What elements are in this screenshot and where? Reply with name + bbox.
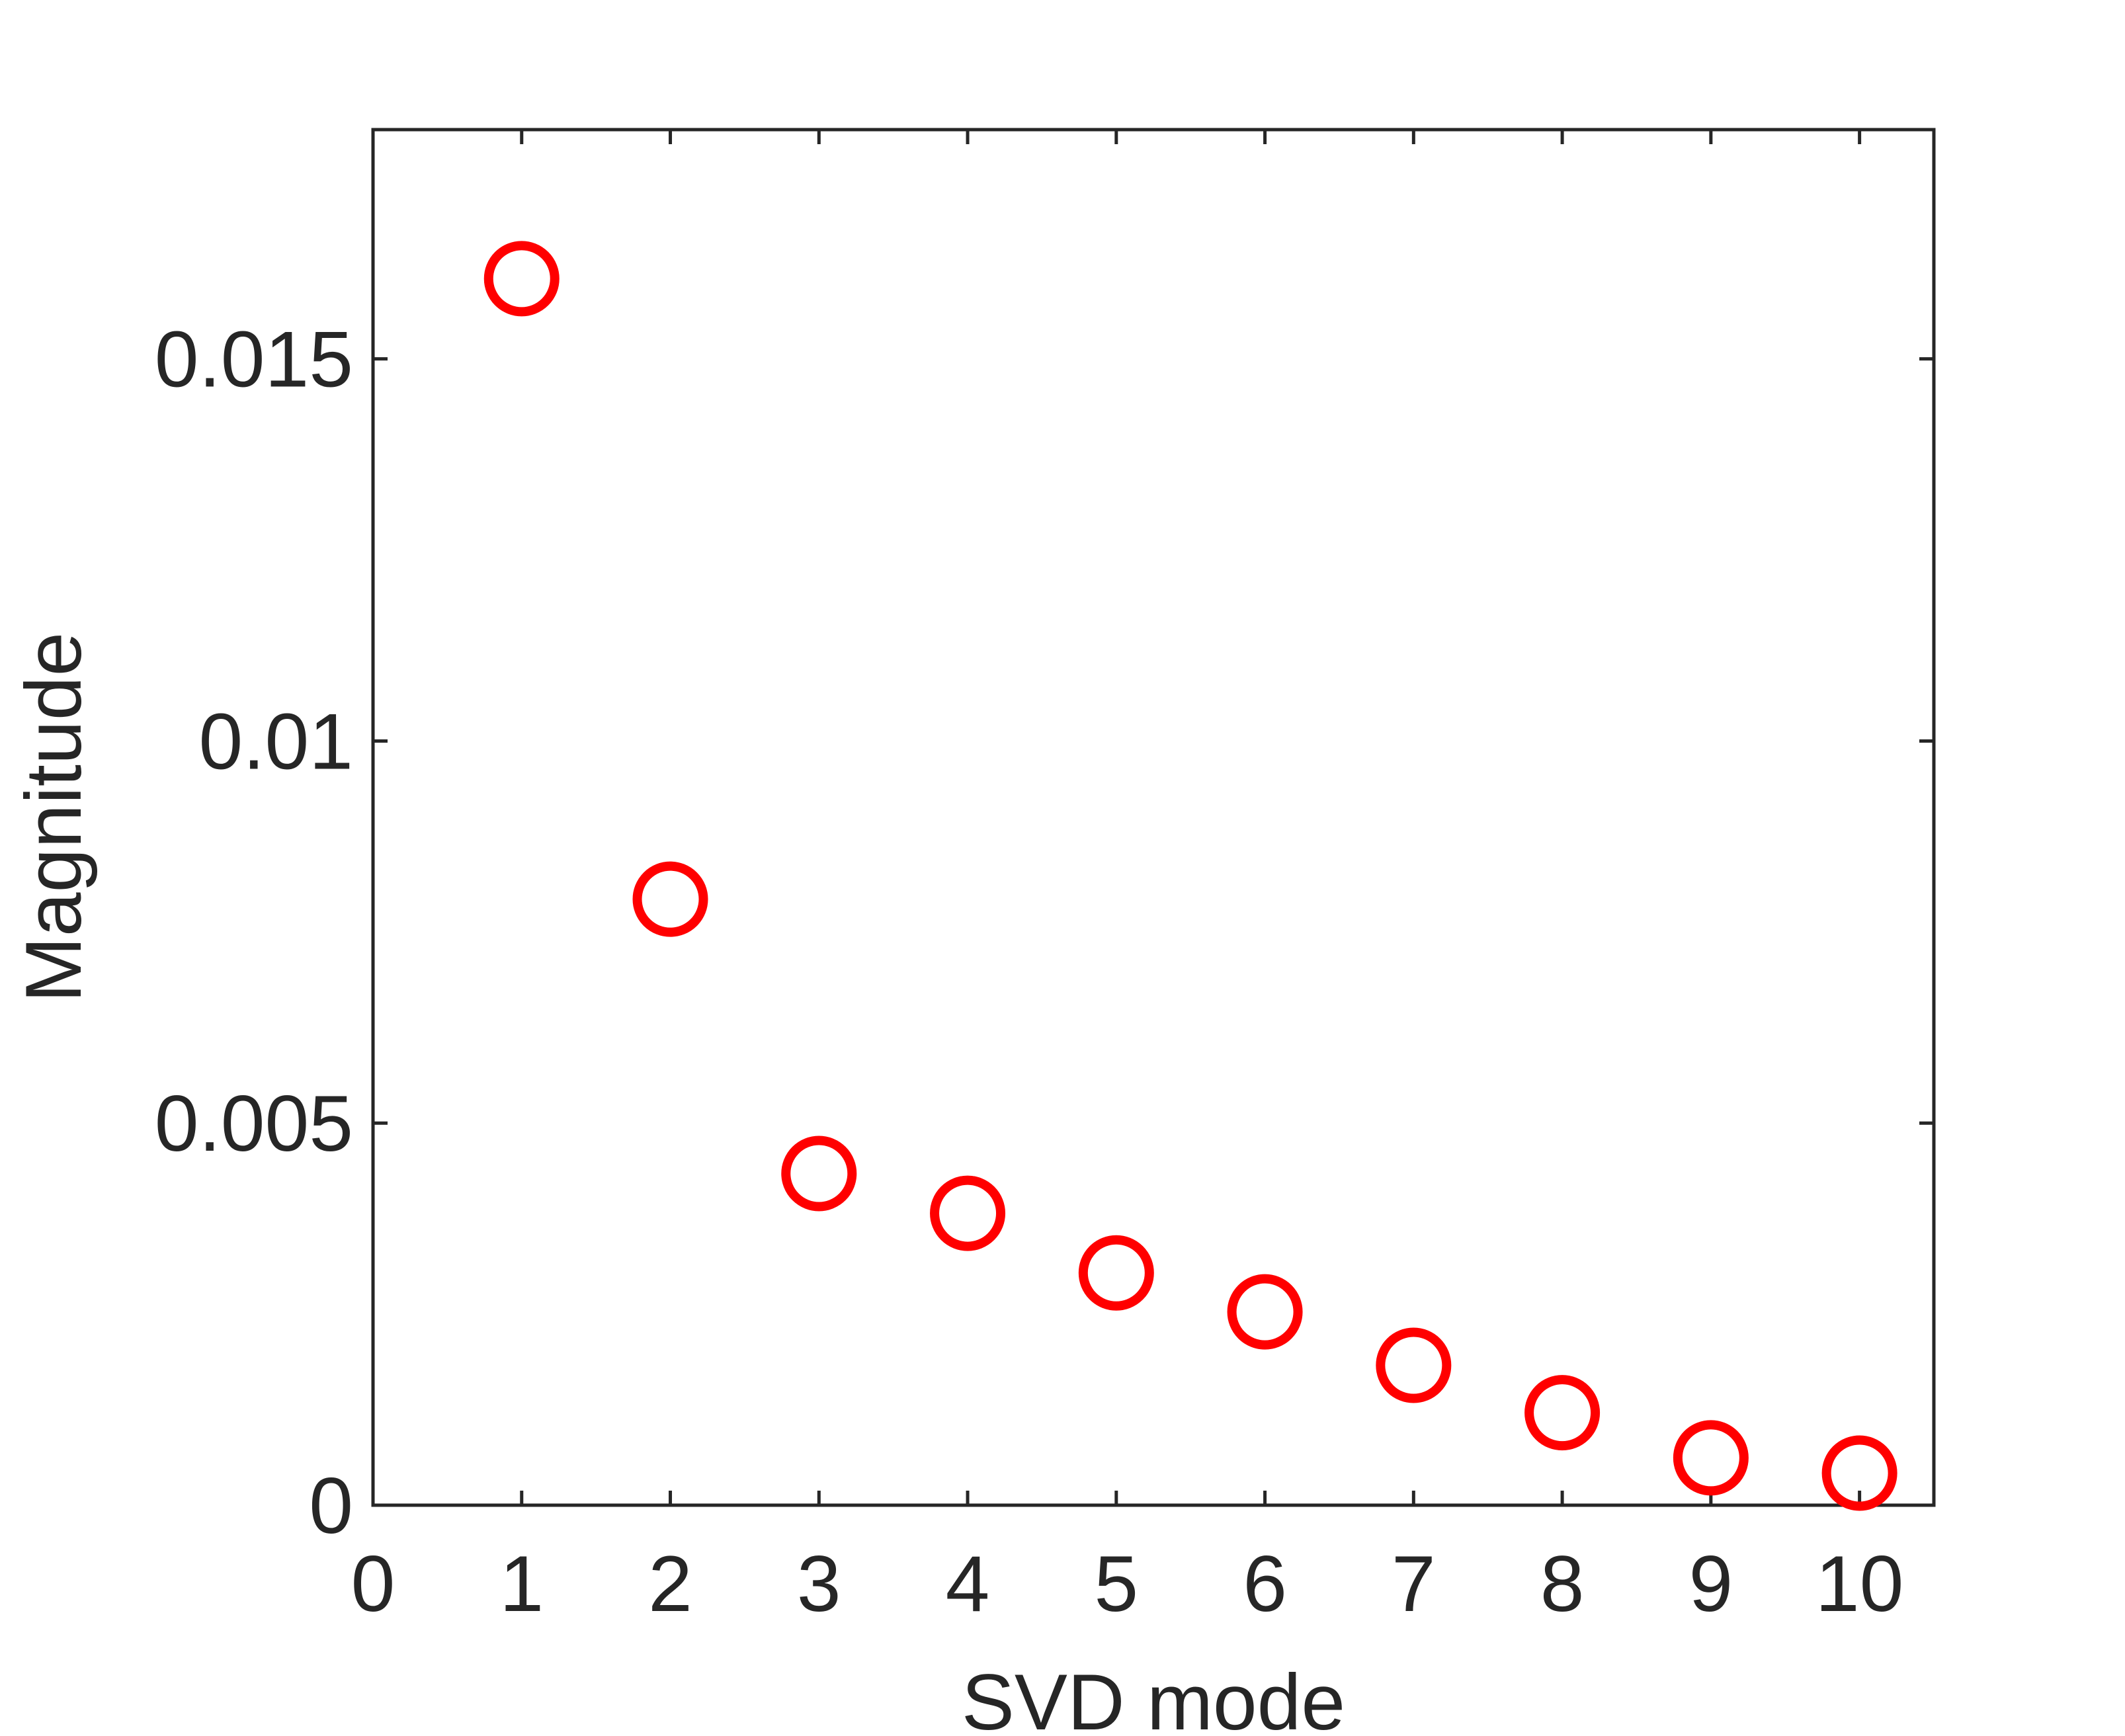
x-tick-label: 1: [499, 1540, 544, 1628]
x-tick-label: 0: [351, 1540, 396, 1628]
data-point: [1376, 1327, 1452, 1403]
data-point: [1078, 1235, 1154, 1311]
y-axis-label: Magnitude: [9, 632, 98, 1003]
data-point: [781, 1136, 857, 1212]
x-tick-label: 6: [1243, 1540, 1287, 1628]
x-axis-label: SVD mode: [962, 1658, 1345, 1736]
y-tick-label: 0.015: [155, 315, 353, 404]
y-tick-label: 0: [309, 1462, 353, 1550]
x-tick-label: 3: [797, 1540, 841, 1628]
x-axis-ticks: 0 1 2 3 4 5 6 7 8 9 10: [351, 130, 1903, 1628]
x-tick-label: 10: [1815, 1540, 1903, 1628]
x-tick-label: 8: [1540, 1540, 1585, 1628]
data-point: [1673, 1420, 1749, 1496]
data-point: [632, 861, 708, 937]
data-points: [483, 241, 1897, 1511]
x-tick-label: 7: [1392, 1540, 1436, 1628]
plot-area: [371, 128, 1936, 1507]
x-tick-label: 4: [946, 1540, 990, 1628]
y-axis-ticks: 0 0.005 0.01 0.015: [155, 315, 1934, 1550]
data-point: [1821, 1435, 1897, 1511]
y-tick-label: 0.005: [155, 1079, 353, 1168]
data-point: [1227, 1274, 1303, 1350]
data-point: [930, 1175, 1006, 1251]
x-tick-label: 9: [1688, 1540, 1733, 1628]
data-point: [483, 241, 560, 317]
data-point: [1524, 1375, 1601, 1451]
x-tick-label: 5: [1094, 1540, 1138, 1628]
y-tick-label: 0.01: [198, 697, 353, 786]
x-tick-label: 2: [648, 1540, 692, 1628]
